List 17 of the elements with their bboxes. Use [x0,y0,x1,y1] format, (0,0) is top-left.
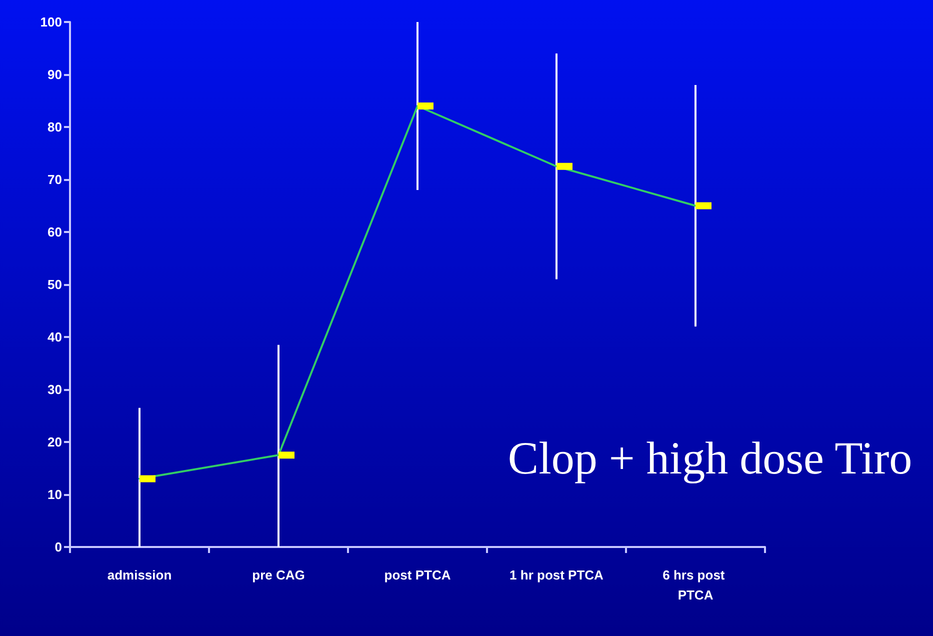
y-tick-label: 10 [48,487,62,502]
annotation: Clop + high dose Tiro [508,432,912,484]
x-tick-label: 1 hr post PTCA [510,568,604,582]
x-tick-label: 6 hrs post PTCA [662,568,728,602]
y-tick-label: 40 [48,330,62,344]
y-tick-label: 50 [48,277,62,292]
y-tick-label: 30 [48,382,62,397]
y-tick-label: 90 [48,67,62,82]
y-tick-label: 60 [48,224,62,240]
y-tick-label: 100 [40,14,62,30]
y-tick-label: 70 [48,172,62,187]
y-tick-label: 20 [48,434,62,450]
y-tick-label: 0 [54,540,62,554]
x-tick-label: post PTCA [384,568,452,582]
x-tick-label: pre CAG [252,568,305,582]
y-tick-label: 80 [48,120,62,134]
x-tick-label: admission [107,568,172,582]
